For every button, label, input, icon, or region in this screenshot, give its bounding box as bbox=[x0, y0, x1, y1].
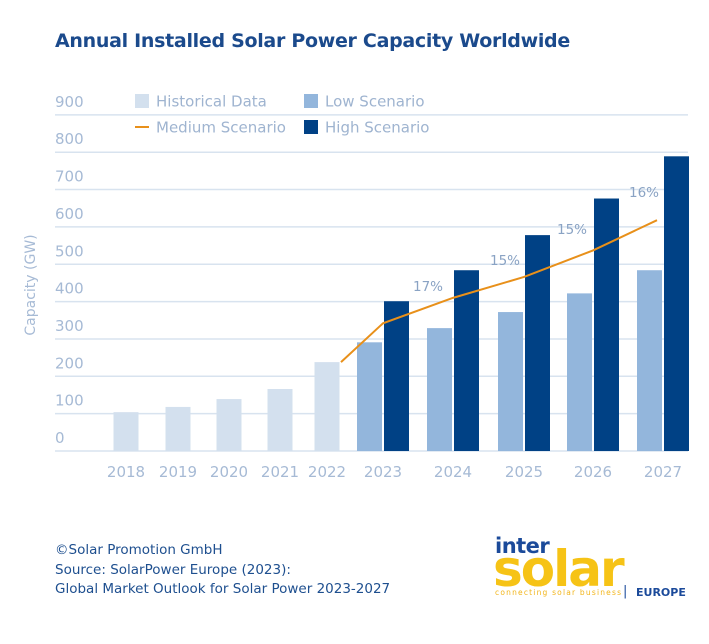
y-tick-label: 600 bbox=[55, 205, 84, 223]
x-tick-label: 2022 bbox=[308, 463, 346, 481]
y-tick-label: 200 bbox=[55, 354, 84, 372]
legend-medium-scenario-label: Medium Scenario bbox=[156, 119, 286, 137]
logo-tagline: connecting solar business bbox=[495, 588, 623, 597]
logo-solar: solar bbox=[493, 540, 625, 598]
bar-low-2026 bbox=[567, 293, 592, 451]
x-tick-label: 2025 bbox=[505, 463, 543, 481]
source-text: Source: SolarPower Europe (2023): bbox=[55, 561, 291, 578]
legend-historical-data-label: Historical Data bbox=[156, 93, 267, 111]
legend-historical-data-swatch bbox=[135, 94, 149, 108]
bar-low-2023 bbox=[357, 342, 382, 451]
legend-low-scenario-label: Low Scenario bbox=[325, 93, 425, 111]
bar-low-2024 bbox=[427, 328, 452, 451]
growth-annotation: 17% bbox=[413, 279, 443, 295]
bar-high-2023 bbox=[384, 301, 409, 451]
bar-historical-2021 bbox=[267, 388, 293, 451]
x-tick-label: 2024 bbox=[434, 463, 472, 481]
bar-low-2027 bbox=[637, 270, 662, 451]
y-tick-label: 300 bbox=[55, 317, 84, 335]
x-tick-label: 2027 bbox=[644, 463, 682, 481]
legend-high-scenario-swatch bbox=[304, 120, 318, 134]
bar-high-2024 bbox=[454, 270, 479, 451]
x-tick-label: 2018 bbox=[107, 463, 145, 481]
source-title-text: Global Market Outlook for Solar Power 20… bbox=[55, 581, 391, 597]
bar-historical-2019 bbox=[165, 406, 191, 451]
chart-title: Annual Installed Solar Power Capacity Wo… bbox=[55, 30, 570, 52]
bar-high-2026 bbox=[594, 198, 619, 451]
medium-scenario-line bbox=[340, 219, 658, 363]
growth-annotation: 15% bbox=[490, 253, 520, 269]
y-tick-label: 100 bbox=[55, 392, 84, 410]
x-tick-label: 2020 bbox=[210, 463, 248, 481]
x-tick-label: 2019 bbox=[159, 463, 197, 481]
x-tick-label: 2026 bbox=[574, 463, 612, 481]
y-tick-label: 900 bbox=[55, 93, 84, 111]
logo-separator: | bbox=[623, 584, 628, 599]
x-tick-label: 2021 bbox=[261, 463, 299, 481]
y-tick-label: 800 bbox=[55, 130, 84, 148]
growth-annotation: 15% bbox=[557, 222, 587, 238]
y-tick-label: 0 bbox=[55, 429, 65, 447]
copyright-text: ©Solar Promotion GmbH bbox=[55, 542, 223, 558]
growth-annotation: 16% bbox=[629, 185, 659, 201]
bar-high-2027 bbox=[664, 156, 689, 451]
legend-high-scenario-label: High Scenario bbox=[325, 119, 429, 137]
y-axis-label: Capacity (GW) bbox=[23, 234, 39, 335]
y-tick-label: 400 bbox=[55, 280, 84, 298]
bar-historical-2022 bbox=[314, 362, 340, 451]
source-footer: ©Solar Promotion GmbH Source: SolarPower… bbox=[55, 541, 390, 600]
logo-region: EUROPE bbox=[636, 586, 686, 599]
bar-low-2025 bbox=[498, 312, 523, 451]
x-tick-label: 2023 bbox=[364, 463, 402, 481]
y-tick-label: 700 bbox=[55, 168, 84, 186]
bar-historical-2018 bbox=[113, 412, 139, 451]
intersolar-logo: inter solar connecting solar business | … bbox=[493, 534, 693, 606]
legend-low-scenario-swatch bbox=[304, 94, 318, 108]
bar-historical-2020 bbox=[216, 399, 242, 451]
logo-inter: inter bbox=[495, 534, 550, 558]
y-tick-label: 500 bbox=[55, 242, 84, 260]
